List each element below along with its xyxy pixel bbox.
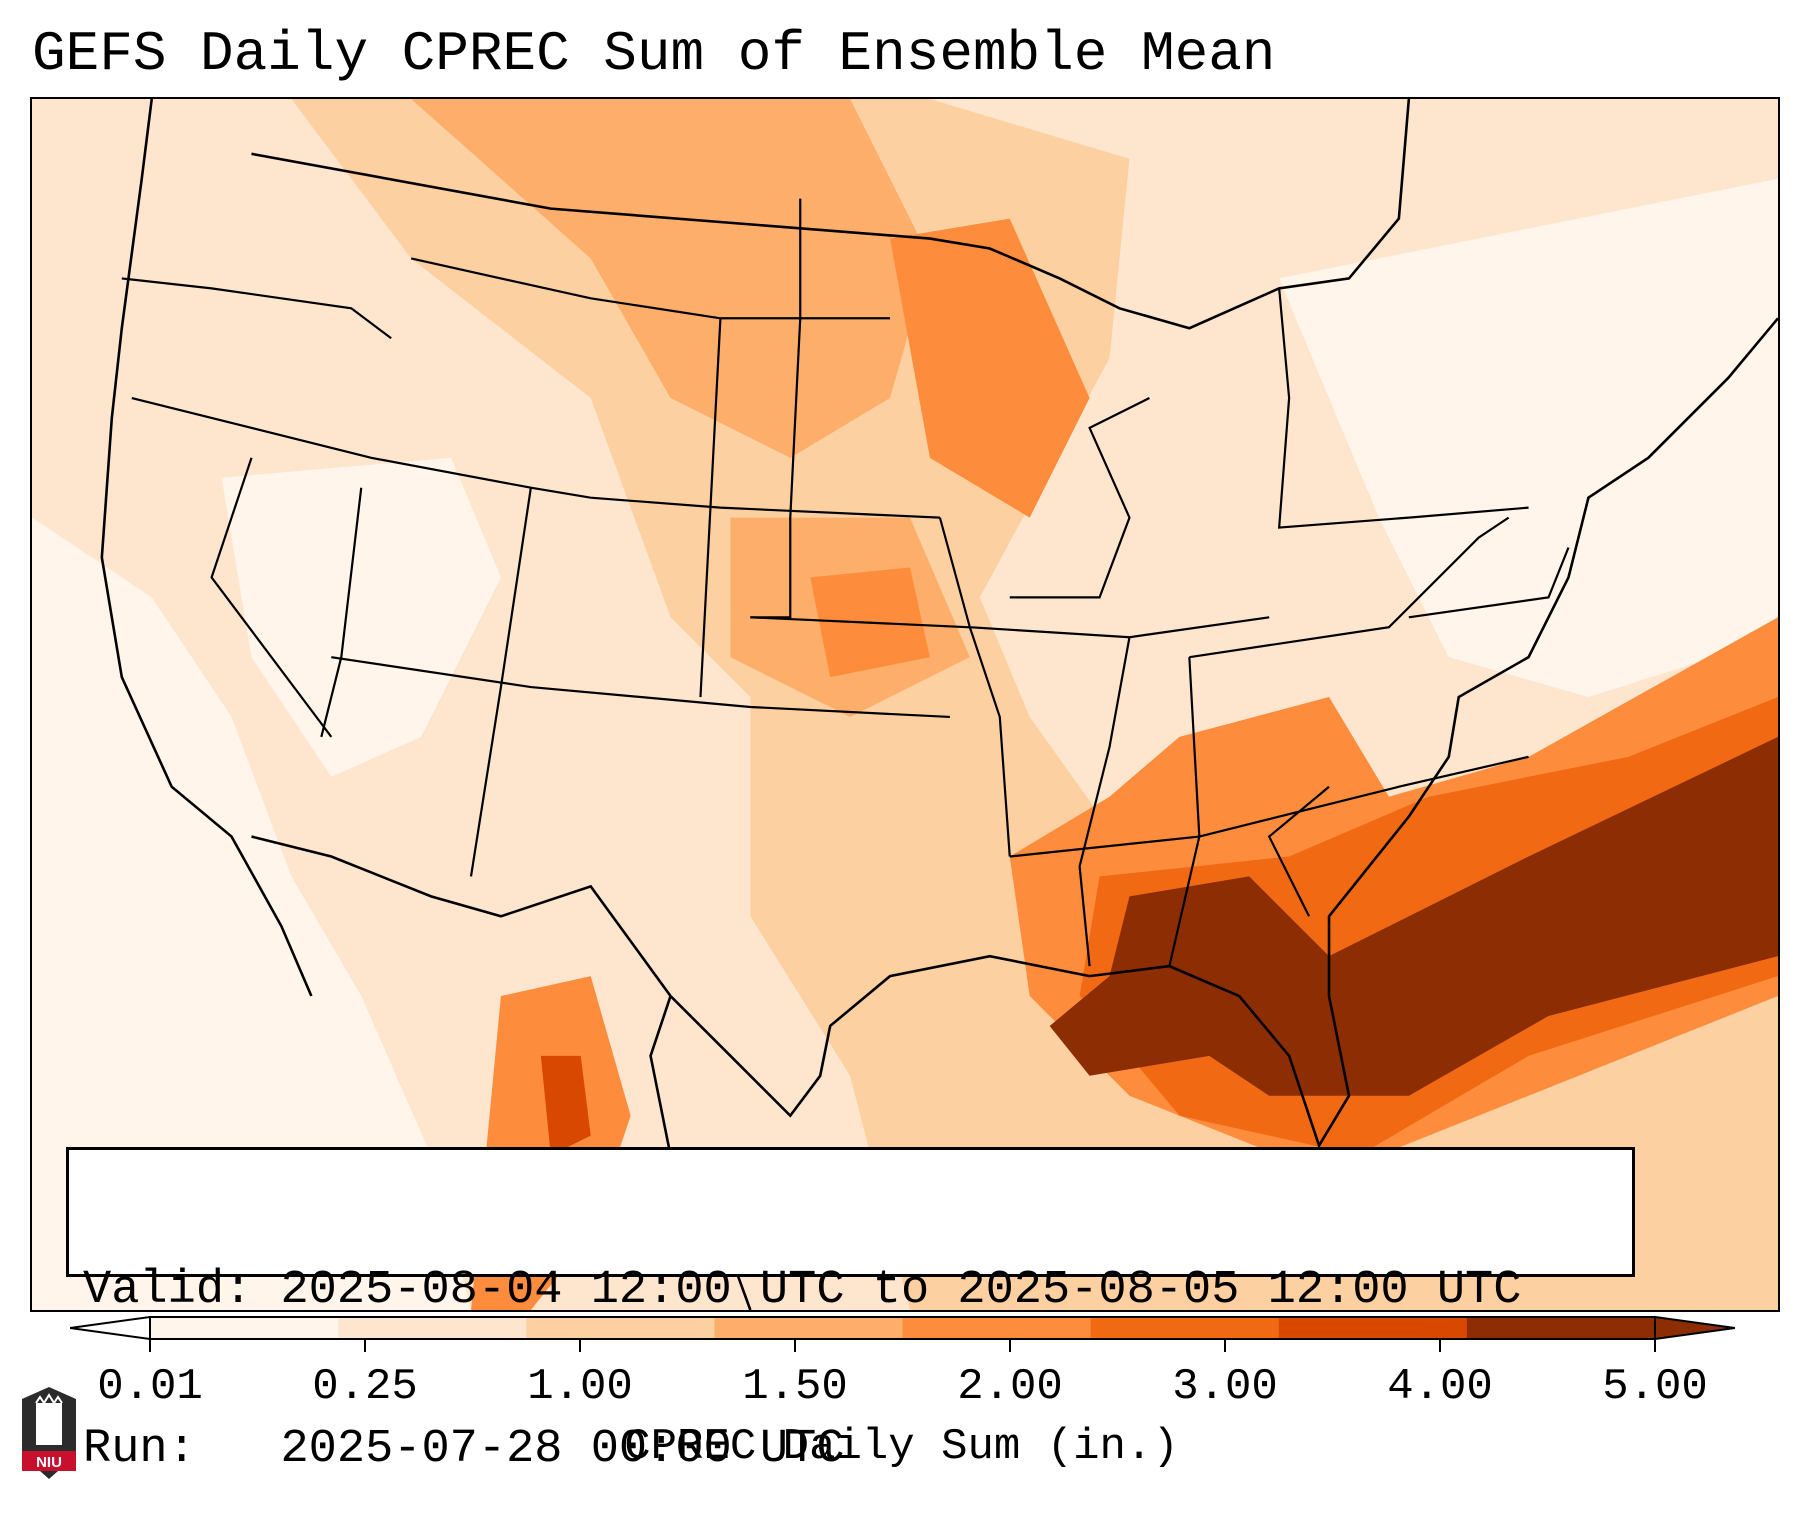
colorbar (70, 1315, 1735, 1341)
colorbar-tick-mark (1654, 1340, 1656, 1352)
colorbar-tick-label: 0.01 (97, 1362, 203, 1412)
logo-tower (36, 1403, 62, 1445)
colorbar-tick-mark (364, 1340, 366, 1352)
valid-value: 2025-08-04 12:00 UTC to 2025-08-05 12:00… (280, 1264, 1522, 1317)
valid-run-info-box: Valid: 2025-08-04 12:00 UTC to 2025-08-0… (66, 1147, 1635, 1476)
colorbar-tick-label: 2.00 (957, 1362, 1063, 1412)
colorbar-tick-label: 4.00 (1387, 1362, 1493, 1412)
colorbar-tick-label: 1.00 (527, 1362, 633, 1412)
borders (100, 99, 1778, 1310)
colorbar-tick-mark (1009, 1340, 1011, 1352)
logo-text: NIU (36, 1454, 62, 1471)
colorbar-tick-label: 3.00 (1172, 1362, 1278, 1412)
colorbar-min-extend (70, 1315, 151, 1341)
map-layer (32, 99, 1778, 1310)
state-lines (121, 198, 1570, 967)
colorbar-tick-label: 0.25 (312, 1362, 418, 1412)
colorbar-segment (338, 1317, 527, 1339)
colorbar-max-extend (1654, 1315, 1735, 1341)
colorbar-tick-mark (1224, 1340, 1226, 1352)
colorbar-segment (526, 1317, 715, 1339)
colorbar-outline (149, 1316, 1656, 1340)
chart-title: GEFS Daily CPREC Sum of Ensemble Mean (32, 22, 1276, 86)
colorbar-label: CPREC Daily Sum (in.) (624, 1422, 1179, 1472)
logo-band (22, 1451, 76, 1471)
colorbar-segment (1466, 1317, 1656, 1339)
precipitation-map (30, 97, 1780, 1312)
colorbar-tick-mark (794, 1340, 796, 1352)
colorbar-segment (1090, 1317, 1280, 1339)
colorbar-tick-label: 5.00 (1602, 1362, 1708, 1412)
colorbar-tick-mark (1439, 1340, 1441, 1352)
precip-shading (32, 99, 1778, 1310)
valid-row: Valid: 2025-08-04 12:00 UTC to 2025-08-0… (83, 1264, 1618, 1317)
colorbar-tick-mark (579, 1340, 581, 1352)
colorbar-segment (902, 1317, 1092, 1339)
colorbar-tick-label: 1.50 (742, 1362, 848, 1412)
run-label: Run: (83, 1423, 196, 1476)
colorbar-segment (1278, 1317, 1468, 1339)
colorbar-segment (150, 1317, 339, 1339)
run-value: 2025-07-28 00:00 UTC (280, 1423, 845, 1476)
colorbar-segments (150, 1317, 1656, 1339)
colorbar-tick-mark (149, 1340, 151, 1352)
colorbar-segment (714, 1317, 903, 1339)
valid-label: Valid: (83, 1264, 253, 1317)
niu-logo: NIU (22, 1387, 76, 1479)
run-row: Run: 2025-07-28 00:00 UTC (83, 1423, 1618, 1476)
